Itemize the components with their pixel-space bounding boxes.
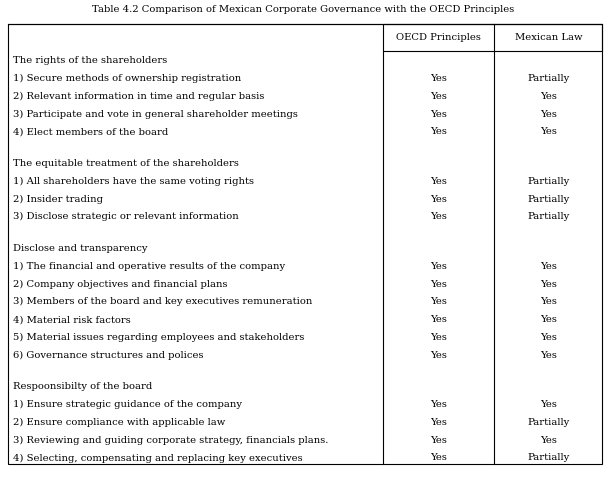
Text: Partially: Partially (527, 418, 570, 427)
Text: Yes: Yes (430, 400, 447, 409)
Text: Yes: Yes (430, 74, 447, 83)
Text: Yes: Yes (540, 280, 557, 288)
Text: Yes: Yes (430, 351, 447, 360)
Text: The equitable treatment of the shareholders: The equitable treatment of the sharehold… (13, 159, 239, 168)
Text: Yes: Yes (430, 297, 447, 306)
Text: Yes: Yes (540, 127, 557, 136)
Text: Yes: Yes (430, 333, 447, 342)
Text: Yes: Yes (430, 212, 447, 221)
Text: Yes: Yes (430, 110, 447, 119)
Text: Yes: Yes (430, 195, 447, 204)
Text: Partially: Partially (527, 74, 570, 83)
Text: 6) Governance structures and polices: 6) Governance structures and polices (13, 351, 203, 360)
Text: 2) Ensure compliance with applicable law: 2) Ensure compliance with applicable law (13, 418, 225, 427)
Text: Yes: Yes (540, 436, 557, 445)
Text: Yes: Yes (540, 297, 557, 306)
Text: Yes: Yes (540, 333, 557, 342)
Text: Partially: Partially (527, 195, 570, 204)
Text: 5) Material issues regarding employees and stakeholders: 5) Material issues regarding employees a… (13, 333, 304, 342)
Text: Yes: Yes (430, 262, 447, 271)
Text: Yes: Yes (540, 110, 557, 119)
Text: 1) Ensure strategic guidance of the company: 1) Ensure strategic guidance of the comp… (13, 400, 242, 409)
Text: Partially: Partially (527, 453, 570, 462)
Text: Yes: Yes (540, 92, 557, 101)
Text: Table 4.2 Comparison of Mexican Corporate Governance with the OECD Principles: Table 4.2 Comparison of Mexican Corporat… (92, 5, 514, 14)
Text: Yes: Yes (430, 418, 447, 427)
Text: Yes: Yes (430, 453, 447, 462)
Text: Yes: Yes (540, 262, 557, 271)
Text: 3) Members of the board and key executives remuneration: 3) Members of the board and key executiv… (13, 297, 312, 306)
Text: OECD Principles: OECD Principles (396, 33, 481, 42)
Text: Yes: Yes (430, 280, 447, 288)
Text: 3) Participate and vote in general shareholder meetings: 3) Participate and vote in general share… (13, 110, 298, 119)
Text: 2) Insider trading: 2) Insider trading (13, 195, 103, 204)
Text: 4) Material risk factors: 4) Material risk factors (13, 315, 130, 324)
Text: Disclose and transparency: Disclose and transparency (13, 244, 147, 253)
Text: Yes: Yes (540, 400, 557, 409)
Text: Yes: Yes (430, 177, 447, 186)
Text: 3) Disclose strategic or relevant information: 3) Disclose strategic or relevant inform… (13, 212, 239, 221)
Text: 1) Secure methods of ownership registration: 1) Secure methods of ownership registrat… (13, 74, 241, 83)
Text: 2) Relevant information in time and regular basis: 2) Relevant information in time and regu… (13, 92, 264, 101)
Text: 1) All shareholders have the same voting rights: 1) All shareholders have the same voting… (13, 177, 254, 186)
Text: The rights of the shareholders: The rights of the shareholders (13, 56, 167, 65)
Text: Respoonsibilty of the board: Respoonsibilty of the board (13, 382, 152, 391)
Text: Yes: Yes (430, 127, 447, 136)
Text: 3) Reviewing and guiding corporate strategy, financials plans.: 3) Reviewing and guiding corporate strat… (13, 436, 328, 445)
Text: Yes: Yes (430, 315, 447, 324)
Text: 1) The financial and operative results of the company: 1) The financial and operative results o… (13, 262, 285, 271)
Text: Yes: Yes (430, 436, 447, 445)
Text: Yes: Yes (540, 351, 557, 360)
Text: Yes: Yes (430, 92, 447, 101)
Text: Mexican Law: Mexican Law (514, 33, 582, 42)
Text: Partially: Partially (527, 177, 570, 186)
Text: Partially: Partially (527, 212, 570, 221)
Text: 2) Company objectives and financial plans: 2) Company objectives and financial plan… (13, 280, 227, 288)
Text: Yes: Yes (540, 315, 557, 324)
Text: 4) Elect members of the board: 4) Elect members of the board (13, 127, 168, 136)
Text: 4) Selecting, compensating and replacing key executives: 4) Selecting, compensating and replacing… (13, 453, 302, 462)
